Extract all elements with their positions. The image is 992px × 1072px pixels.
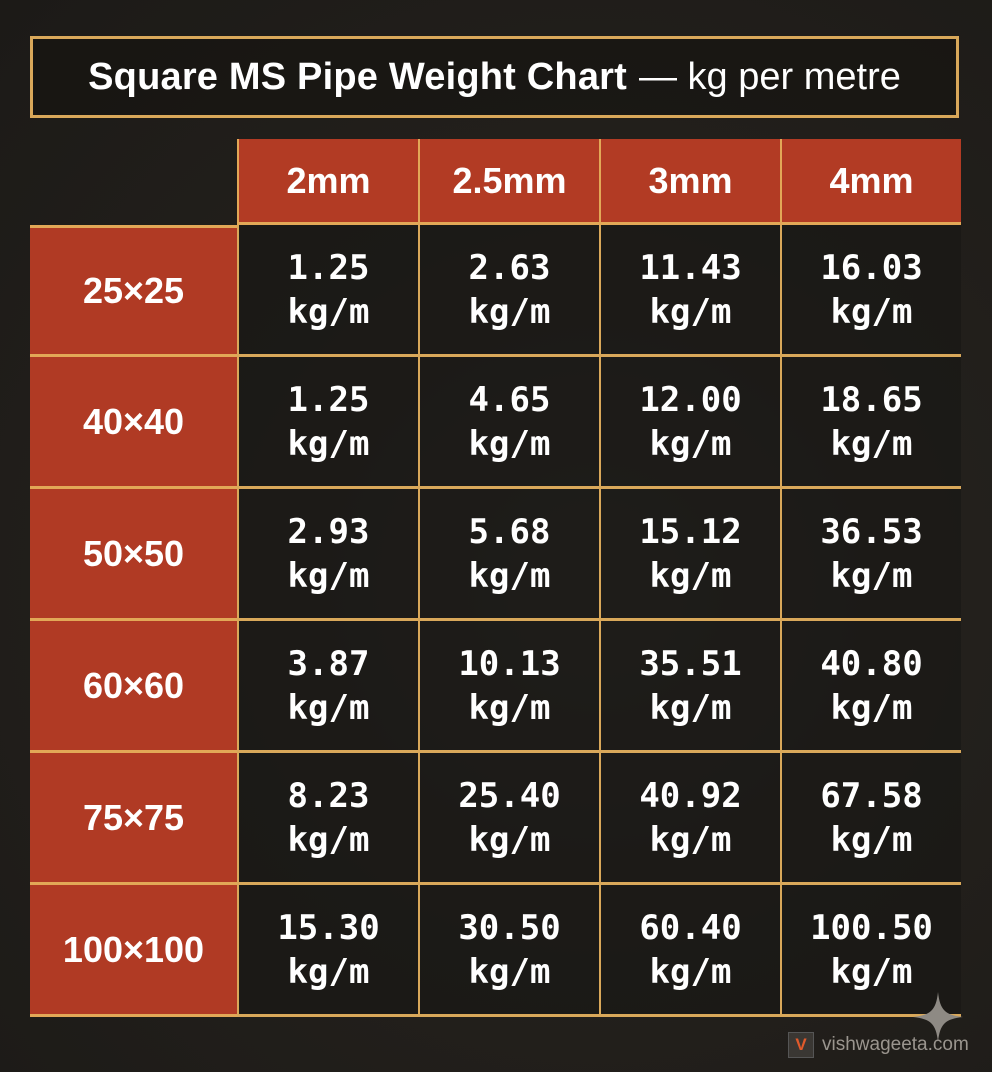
cell-unit: kg/m [468, 819, 551, 860]
cell-unit: kg/m [830, 291, 913, 332]
sparkle-icon [913, 992, 963, 1042]
cell-unit: kg/m [468, 951, 551, 992]
table-cell: 2.93 kg/m [237, 489, 418, 621]
table-cell: 25.40 kg/m [418, 753, 599, 885]
cell-value: 11.43 [639, 247, 742, 288]
cell-value: 3.87 [287, 643, 370, 684]
cell-value: 40.92 [639, 775, 742, 816]
cell-value: 67.58 [820, 775, 923, 816]
column-header: 2.5mm [418, 139, 599, 225]
chart-subtitle: — kg per metre [639, 55, 901, 98]
table-cell: 40.80 kg/m [780, 621, 961, 753]
table-cell: 10.13 kg/m [418, 621, 599, 753]
table-cell: 1.25 kg/m [237, 225, 418, 357]
cell-value: 1.25 [287, 247, 370, 288]
table-cell: 8.23 kg/m [237, 753, 418, 885]
cell-unit: kg/m [649, 423, 732, 464]
row-header: 75×75 [30, 753, 237, 885]
table-cell: 18.65 kg/m [780, 357, 961, 489]
table-cell: 36.53 kg/m [780, 489, 961, 621]
row-header: 100×100 [30, 885, 237, 1017]
cell-value: 2.93 [287, 511, 370, 552]
cell-value: 100.50 [810, 907, 933, 948]
cell-value: 15.12 [639, 511, 742, 552]
table-cell: 15.30 kg/m [237, 885, 418, 1017]
cell-unit: kg/m [830, 687, 913, 728]
weight-table: 2mm 2.5mm 3mm 4mm 25×25 1.25 kg/m 2.63 kg/… [30, 139, 961, 1017]
table-cell: 30.50 kg/m [418, 885, 599, 1017]
table-cell: 100.50 kg/m [780, 885, 961, 1017]
cell-unit: kg/m [830, 819, 913, 860]
cell-value: 8.23 [287, 775, 370, 816]
cell-value: 40.80 [820, 643, 923, 684]
table-corner [30, 139, 237, 225]
cell-value: 60.40 [639, 907, 742, 948]
table-cell: 16.03 kg/m [780, 225, 961, 357]
row-header: 40×40 [30, 357, 237, 489]
cell-value: 2.63 [468, 247, 551, 288]
table-cell: 15.12 kg/m [599, 489, 780, 621]
cell-value: 36.53 [820, 511, 923, 552]
cell-unit: kg/m [287, 951, 370, 992]
table-cell: 40.92 kg/m [599, 753, 780, 885]
table-cell: 3.87 kg/m [237, 621, 418, 753]
cell-value: 4.65 [468, 379, 551, 420]
cell-value: 1.25 [287, 379, 370, 420]
table-cell: 60.40 kg/m [599, 885, 780, 1017]
cell-value: 35.51 [639, 643, 742, 684]
cell-value: 12.00 [639, 379, 742, 420]
cell-unit: kg/m [287, 423, 370, 464]
cell-unit: kg/m [830, 423, 913, 464]
table-cell: 67.58 kg/m [780, 753, 961, 885]
cell-unit: kg/m [649, 291, 732, 332]
cell-unit: kg/m [287, 819, 370, 860]
table-cell: 11.43 kg/m [599, 225, 780, 357]
table-cell: 2.63 kg/m [418, 225, 599, 357]
row-header: 60×60 [30, 621, 237, 753]
row-header: 50×50 [30, 489, 237, 621]
brand-logo-icon: V [788, 1032, 814, 1058]
cell-unit: kg/m [830, 555, 913, 596]
column-header: 3mm [599, 139, 780, 225]
cell-value: 5.68 [468, 511, 551, 552]
cell-value: 25.40 [458, 775, 561, 816]
cell-unit: kg/m [468, 291, 551, 332]
cell-unit: kg/m [649, 819, 732, 860]
cell-unit: kg/m [830, 951, 913, 992]
cell-unit: kg/m [287, 291, 370, 332]
cell-value: 15.30 [277, 907, 380, 948]
row-header: 25×25 [30, 225, 237, 357]
column-header: 4mm [780, 139, 961, 225]
table-cell: 5.68 kg/m [418, 489, 599, 621]
cell-unit: kg/m [468, 423, 551, 464]
chart-title-box: Square MS Pipe Weight Chart — kg per met… [30, 36, 959, 118]
chart-title: Square MS Pipe Weight Chart [88, 55, 627, 98]
cell-value: 18.65 [820, 379, 923, 420]
table-cell: 4.65 kg/m [418, 357, 599, 489]
cell-value: 30.50 [458, 907, 561, 948]
table-cell: 35.51 kg/m [599, 621, 780, 753]
cell-unit: kg/m [287, 555, 370, 596]
cell-value: 16.03 [820, 247, 923, 288]
watermark-text: vishwageeta.com [822, 1034, 969, 1055]
column-header: 2mm [237, 139, 418, 225]
cell-value: 10.13 [458, 643, 561, 684]
watermark: V vishwageeta.com [788, 1032, 969, 1058]
table-cell: 12.00 kg/m [599, 357, 780, 489]
cell-unit: kg/m [649, 687, 732, 728]
cell-unit: kg/m [649, 555, 732, 596]
table-cell: 1.25 kg/m [237, 357, 418, 489]
cell-unit: kg/m [468, 555, 551, 596]
cell-unit: kg/m [468, 687, 551, 728]
cell-unit: kg/m [287, 687, 370, 728]
cell-unit: kg/m [649, 951, 732, 992]
